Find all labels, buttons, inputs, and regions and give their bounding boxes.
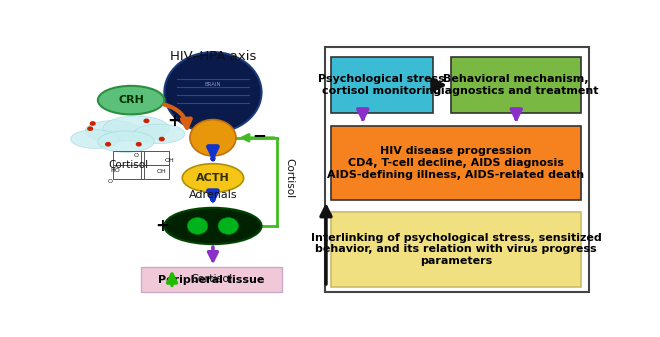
Ellipse shape — [187, 218, 208, 235]
Text: OH: OH — [156, 169, 166, 174]
Text: OH: OH — [164, 158, 174, 163]
Text: Cortisol: Cortisol — [284, 158, 294, 198]
Ellipse shape — [87, 126, 93, 131]
FancyBboxPatch shape — [141, 268, 282, 292]
FancyBboxPatch shape — [331, 57, 433, 113]
Ellipse shape — [98, 86, 164, 114]
Text: HIV–HPA axis: HIV–HPA axis — [170, 50, 256, 63]
Ellipse shape — [218, 218, 238, 235]
FancyBboxPatch shape — [331, 126, 581, 200]
Ellipse shape — [90, 121, 96, 126]
Ellipse shape — [136, 142, 142, 147]
Text: Behavioral mechanism,
diagnostics and treatment: Behavioral mechanism, diagnostics and tr… — [433, 74, 599, 96]
Ellipse shape — [85, 121, 141, 142]
Ellipse shape — [105, 142, 111, 147]
Text: +: + — [155, 217, 169, 235]
FancyBboxPatch shape — [451, 57, 581, 113]
Text: Cortisol: Cortisol — [190, 274, 232, 284]
Text: O: O — [108, 179, 113, 184]
Ellipse shape — [164, 52, 261, 132]
Ellipse shape — [190, 120, 236, 156]
Ellipse shape — [103, 116, 170, 141]
Ellipse shape — [164, 208, 261, 244]
Ellipse shape — [182, 164, 244, 192]
Ellipse shape — [71, 130, 120, 148]
Text: Psychological stress
cortisol monitoring: Psychological stress cortisol monitoring — [318, 74, 445, 96]
Text: CRH: CRH — [118, 95, 144, 105]
Text: +: + — [168, 112, 182, 130]
Ellipse shape — [158, 137, 165, 142]
FancyBboxPatch shape — [331, 212, 581, 287]
Ellipse shape — [134, 124, 185, 144]
Text: Adrenals: Adrenals — [189, 190, 237, 200]
Text: HO: HO — [111, 168, 120, 173]
Text: Peripheral tissue: Peripheral tissue — [158, 275, 265, 285]
Ellipse shape — [98, 131, 154, 152]
Text: HIV disease progression
CD4, T-cell decline, AIDS diagnosis
AIDS-defining illnes: HIV disease progression CD4, T-cell decl… — [327, 147, 585, 180]
Text: BRAIN: BRAIN — [205, 82, 221, 87]
Text: Cortisol: Cortisol — [108, 160, 148, 170]
Text: ACTH: ACTH — [196, 173, 230, 183]
FancyBboxPatch shape — [325, 47, 589, 292]
Text: O: O — [133, 153, 139, 158]
Ellipse shape — [143, 119, 150, 123]
Text: −: − — [252, 126, 266, 144]
Text: Interlinking of psychological stress, sensitized
behavior, and its relation with: Interlinking of psychological stress, se… — [310, 233, 601, 266]
